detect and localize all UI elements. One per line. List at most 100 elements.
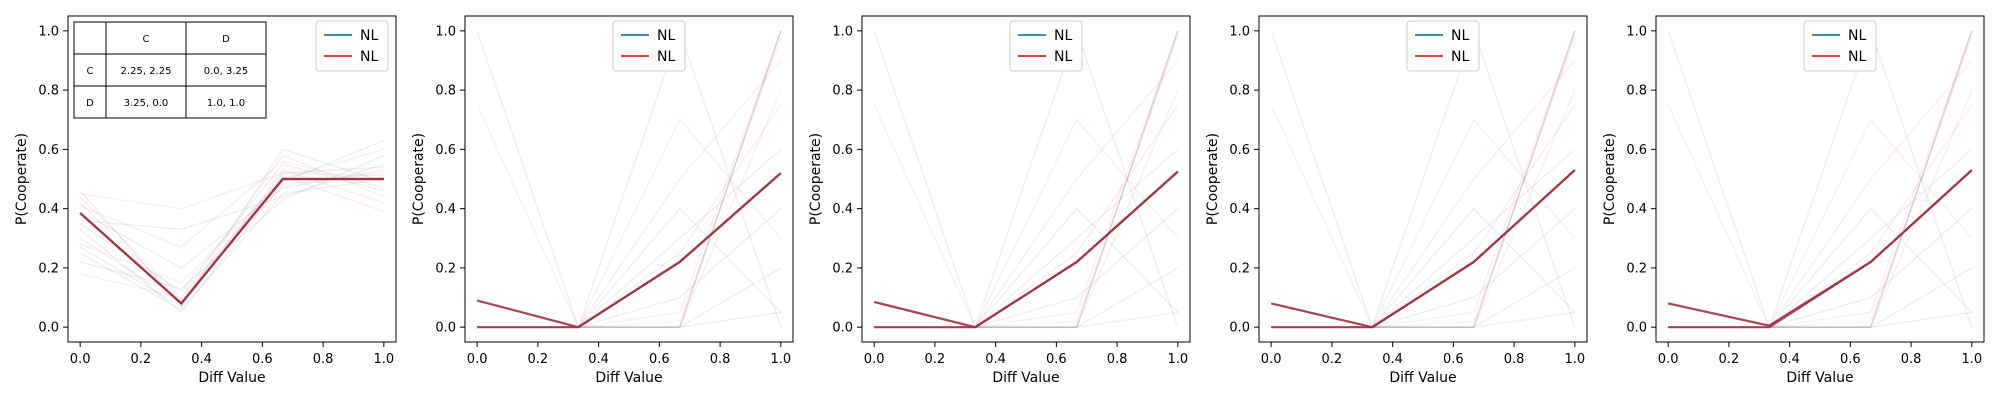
faint-line	[1270, 30, 1576, 328]
x-tick-label: 0.8	[313, 352, 334, 367]
x-tick-label: 0.0	[1261, 352, 1282, 367]
x-tick-label: 0.4	[1779, 352, 1800, 367]
legend-box	[315, 20, 389, 72]
x-tick-label: 0.4	[1382, 352, 1403, 367]
legend-box	[1406, 20, 1480, 72]
x-tick-label: 0.2	[1719, 352, 1740, 367]
y-tick-label: 0.6	[832, 143, 853, 158]
y-axis-title: P(Cooperate)	[808, 133, 824, 225]
faint-line	[477, 207, 782, 328]
faint-line	[1668, 89, 1973, 328]
legend: NL NL	[612, 20, 686, 72]
faint-line	[477, 267, 782, 328]
x-tick-label: 0.0	[1658, 352, 1679, 367]
payoff-table: C D C 2.25, 2.25 0.0, 3.25 D 3.25, 0.0 1.0, 1.0	[73, 21, 267, 119]
table-cell: 0.0, 3.25	[204, 66, 249, 77]
x-tick-label: 0.8	[1504, 352, 1525, 367]
x-tick-label: 0.2	[1322, 352, 1343, 367]
faint-line	[874, 89, 1179, 328]
table-cell: 3.25, 0.0	[124, 98, 169, 109]
faint-line	[1271, 267, 1576, 328]
faint-line	[79, 139, 385, 314]
y-tick-label: 1.0	[38, 24, 59, 39]
y-axis-title: P(Cooperate)	[14, 133, 30, 225]
legend-label-2: NL	[1451, 49, 1469, 65]
faint-line	[79, 148, 385, 308]
y-tick-label: 0.8	[435, 84, 456, 99]
x-axis-title: Diff Value	[198, 370, 265, 386]
x-tick-label: 0.8	[1901, 352, 1922, 367]
faint-line	[1667, 30, 1973, 328]
x-tick-label: 0.8	[1107, 352, 1128, 367]
y-tick-label: 0.8	[38, 84, 59, 99]
y-tick-label: 0.0	[435, 321, 456, 336]
plot-area	[476, 28, 782, 329]
legend-box	[612, 20, 686, 72]
y-tick-label: 0.6	[38, 143, 59, 158]
faint-line	[873, 30, 1179, 328]
x-axis-title: Diff Value	[595, 370, 662, 386]
faint-line	[1668, 267, 1973, 328]
y-axis-title: P(Cooperate)	[411, 133, 427, 225]
x-tick-label: 0.0	[864, 352, 885, 367]
y-tick-label: 0.8	[1626, 84, 1647, 99]
series-line-2	[79, 177, 384, 306]
plot-area	[1667, 28, 1973, 329]
y-tick-label: 0.6	[1229, 143, 1250, 158]
legend-label-1: NL	[657, 28, 675, 44]
x-tick-label: 1.0	[1168, 352, 1189, 367]
x-tick-label: 0.2	[131, 352, 152, 367]
faint-line	[79, 175, 385, 299]
faint-line	[1668, 118, 1973, 328]
legend-box	[1803, 20, 1877, 72]
faint-line	[80, 163, 385, 231]
x-tick-label: 0.6	[649, 352, 670, 367]
table-cell: 2.25, 2.25	[121, 66, 172, 77]
y-tick-label: 0.2	[1229, 261, 1250, 276]
x-tick-label: 0.8	[710, 352, 731, 367]
faint-line	[1667, 30, 1973, 328]
y-tick-label: 0.6	[435, 143, 456, 158]
y-tick-label: 0.2	[38, 261, 59, 276]
x-tick-label: 0.6	[1840, 352, 1861, 367]
faint-line	[79, 178, 384, 311]
legend: NL NL	[315, 20, 389, 72]
x-tick-label: 0.4	[588, 352, 609, 367]
faint-line	[1668, 148, 1973, 328]
faint-line	[873, 30, 1179, 328]
legend-label-1: NL	[360, 28, 378, 44]
x-tick-label: 1.0	[374, 352, 395, 367]
faint-line	[874, 118, 1179, 328]
faint-line	[1271, 148, 1576, 328]
y-tick-label: 0.0	[38, 321, 59, 336]
faint-line	[79, 154, 385, 290]
legend: NL NL	[1803, 20, 1877, 72]
faint-line	[874, 267, 1179, 328]
x-tick-label: 0.6	[1046, 352, 1067, 367]
subplot-2: 0.0 0.2 0.4 0.6 0.8 1.0 0.0 0.2 0.4 0.6 0.8 1.0 Diff…	[411, 15, 794, 386]
y-tick-label: 0.0	[1626, 321, 1647, 336]
faint-line	[477, 89, 782, 328]
faint-line	[79, 154, 385, 299]
legend-label-1: NL	[1848, 28, 1866, 44]
x-tick-label: 0.2	[528, 352, 549, 367]
y-axis-title: P(Cooperate)	[1602, 133, 1618, 225]
axes-frame	[1258, 15, 1588, 343]
faint-line	[80, 172, 384, 210]
y-tick-label: 1.0	[435, 24, 456, 39]
faint-line	[79, 169, 385, 305]
faint-line	[477, 118, 782, 328]
x-tick-label: 1.0	[771, 352, 792, 367]
axes-frame	[464, 15, 794, 343]
y-tick-label: 0.4	[1229, 202, 1250, 217]
faint-line	[874, 148, 1179, 328]
y-tick-label: 0.0	[832, 321, 853, 336]
legend-label-1: NL	[1451, 28, 1469, 44]
legend-label-2: NL	[657, 49, 675, 65]
x-axis-title: Diff Value	[1786, 370, 1853, 386]
y-tick-label: 0.4	[1626, 202, 1647, 217]
x-tick-label: 0.6	[252, 352, 273, 367]
x-axis-title: Diff Value	[992, 370, 1059, 386]
y-tick-label: 1.0	[1229, 24, 1250, 39]
